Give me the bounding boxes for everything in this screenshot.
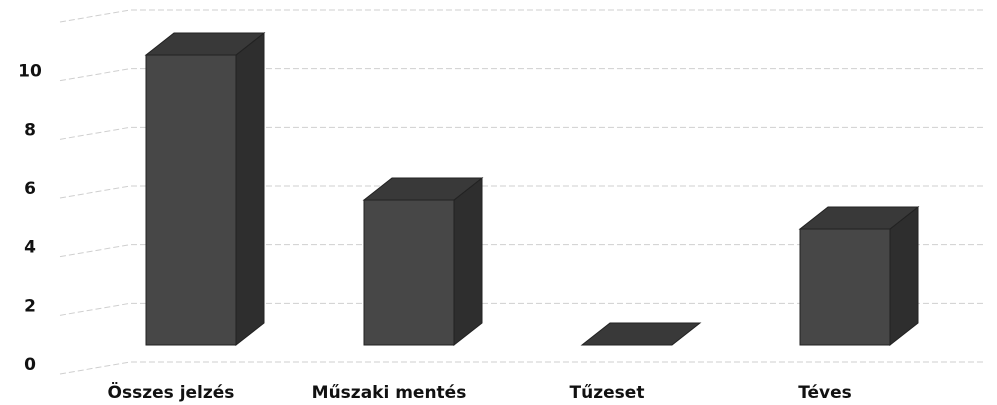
bar-front xyxy=(145,54,237,346)
y-tick-label: 0 xyxy=(24,355,36,375)
bar-top xyxy=(798,206,920,230)
bar-front xyxy=(363,199,455,346)
grid-line xyxy=(59,361,985,375)
y-tick-label: 10 xyxy=(18,62,42,82)
y-tick-label: 2 xyxy=(24,296,36,316)
x-tick-label: Tűzeset xyxy=(570,383,645,403)
x-tick-label: Műszaki mentés xyxy=(312,383,467,403)
y-tick-label: 8 xyxy=(24,120,36,140)
y-tick-label: 4 xyxy=(24,238,36,258)
bar-side xyxy=(453,176,483,347)
bar-side xyxy=(235,31,265,347)
grid-line xyxy=(59,68,985,82)
x-tick-label: Összes jelzés xyxy=(108,381,235,403)
x-tick-label: Téves xyxy=(798,383,852,403)
grid-line xyxy=(59,9,985,23)
grid-line xyxy=(59,185,985,199)
bar-side xyxy=(889,205,919,347)
bar-top xyxy=(144,32,266,56)
y-tick-label: 6 xyxy=(24,179,36,199)
bar-front xyxy=(799,228,891,346)
grid-line xyxy=(59,244,985,258)
bar-top xyxy=(362,177,484,201)
grid-line xyxy=(59,126,985,140)
bar-top xyxy=(580,322,702,346)
grid-line xyxy=(59,302,985,316)
